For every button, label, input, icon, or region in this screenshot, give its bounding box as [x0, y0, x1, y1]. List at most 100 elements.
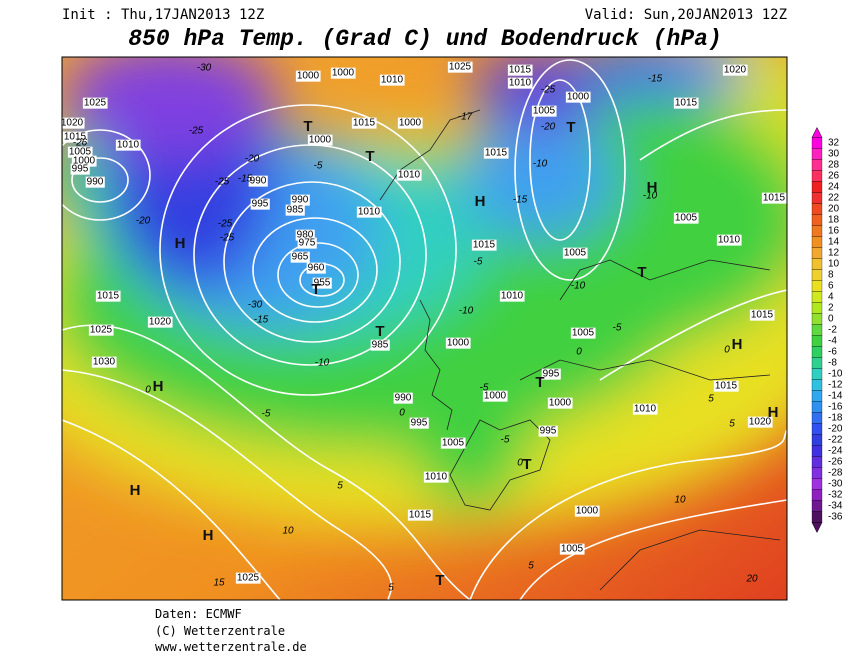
scale-swatch [811, 170, 823, 182]
isobar-label-box [290, 194, 310, 206]
scale-swatch [811, 302, 823, 314]
isobar-label: 1005 [533, 106, 556, 117]
isobar-label-box [761, 192, 787, 204]
isobar-label-box [250, 198, 270, 210]
isobars [62, 59, 787, 600]
scale-swatch [811, 489, 823, 501]
isobar-label-box [379, 74, 405, 86]
scale-label: -6 [828, 347, 837, 358]
isobar-label-box [559, 543, 585, 555]
isobar-label-box [312, 277, 332, 289]
isobar-label-box [330, 67, 356, 79]
pressure-system: H [130, 482, 141, 499]
scale-label: 32 [828, 138, 840, 149]
scale-swatch [811, 357, 823, 369]
pressure-system: T [566, 119, 575, 136]
isobar-label: 1025 [449, 62, 472, 73]
temperature-label: 5 [528, 561, 534, 572]
scale-swatch [811, 390, 823, 402]
isobar-label-box [632, 403, 658, 415]
isobar-label: 1010 [398, 170, 421, 181]
scale-label: -14 [828, 391, 843, 402]
isobar-label: 965 [292, 252, 309, 263]
temperature-label: -10 [571, 281, 586, 292]
isobar-label-box [538, 425, 558, 437]
pressure-system: T [375, 323, 384, 340]
temperature-label: 0 [576, 347, 582, 358]
scale-swatch [811, 500, 823, 512]
pressure-system: H [475, 193, 486, 210]
isobar-label: 1005 [442, 438, 465, 449]
temperature-label: -25 [541, 85, 556, 96]
scale-label: -32 [828, 490, 843, 501]
isobar-label: 1000 [399, 118, 422, 129]
scale-label: -8 [828, 358, 837, 369]
isobar-label: 1000 [549, 398, 572, 409]
isobar-label-box [409, 417, 429, 429]
isobar-label: 995 [540, 426, 557, 437]
color-scale: 32302826242220181614121086420-2-4-6-8-10… [811, 126, 843, 534]
isobar-label: 1010 [358, 207, 381, 218]
scale-label: -34 [828, 501, 843, 512]
pressure-system: T [311, 281, 320, 298]
isobar-label: 1025 [90, 325, 113, 336]
isobar-label: 990 [87, 177, 104, 188]
isobar-label-box [423, 471, 449, 483]
scale-swatch [811, 401, 823, 413]
isobar-label: 1015 [509, 65, 532, 76]
pressure-system: H [732, 336, 743, 353]
isobar-label: 1015 [763, 193, 786, 204]
isobar-label-box [722, 64, 748, 76]
scale-swatch [811, 511, 823, 523]
footer-source: Daten: ECMWF [155, 607, 242, 621]
isobar-label-box [396, 169, 422, 181]
isobar-label: 975 [299, 238, 316, 249]
scale-swatch [811, 368, 823, 380]
scale-label: 24 [828, 182, 840, 193]
isobar-label: 1000 [447, 338, 470, 349]
isobar-label: 1000 [309, 135, 332, 146]
isobar-label: 995 [72, 164, 89, 175]
isobar-label-box [507, 77, 533, 89]
pressure-system: H [203, 527, 214, 544]
isobar-label-box [445, 337, 471, 349]
scale-label: 28 [828, 160, 840, 171]
isobar-label: 1030 [93, 357, 116, 368]
isobar-label: 985 [372, 340, 389, 351]
scale-label: -18 [828, 413, 843, 424]
isobar-label-box [91, 356, 117, 368]
isobar-label-box [447, 61, 473, 73]
isobar-label-box [482, 390, 508, 402]
temperature-label: -17 [458, 112, 473, 123]
isobar-label: 1000 [576, 506, 599, 517]
scale-swatch [811, 192, 823, 204]
isobar-label-box [570, 327, 596, 339]
scale-swatch [811, 379, 823, 391]
isobar-label-box [499, 290, 525, 302]
temperature-label: -15 [513, 195, 528, 206]
scale-swatch [811, 445, 823, 457]
isobar-label-box [297, 237, 317, 249]
scale-label: -2 [828, 325, 837, 336]
isobar-label: 1015 [64, 132, 87, 143]
scale-label: 26 [828, 171, 840, 182]
temperature-label: 5 [708, 394, 714, 405]
scale-swatch [811, 467, 823, 479]
temperature-label: 10 [282, 526, 294, 537]
temperature-label: -20 [136, 216, 151, 227]
temperature-label: -10 [315, 358, 330, 369]
isobar-label-box [531, 105, 557, 117]
isobar-label: 1005 [564, 248, 587, 259]
isobar-label-box [95, 290, 121, 302]
temperature-label: -15 [648, 74, 663, 85]
isobar-label: 1020 [149, 317, 172, 328]
isobar-label-box [547, 397, 573, 409]
temperature-label: -10 [643, 191, 658, 202]
isobar-label-box [407, 509, 433, 521]
isobar-label-box [351, 117, 377, 129]
pressure-system: T [535, 374, 544, 391]
temperature-label: -30 [197, 63, 212, 74]
isobar-label: 1000 [484, 391, 507, 402]
scale-label: -30 [828, 479, 843, 490]
